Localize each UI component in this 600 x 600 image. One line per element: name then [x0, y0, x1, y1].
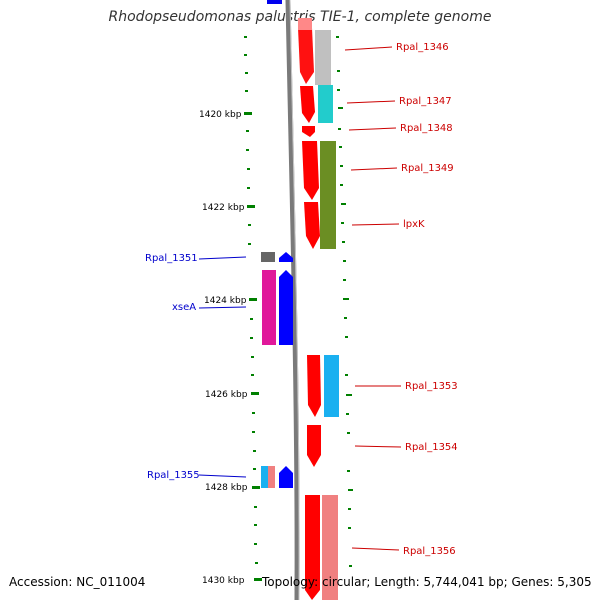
genome-backbone-highlight: [289, 0, 300, 600]
gene-xsea-feature: [262, 270, 276, 345]
tick-label: 1422 kbp: [202, 203, 245, 213]
label-rpal-1356: Rpal_1356: [403, 546, 456, 557]
label-rpal-1354: Rpal_1354: [405, 442, 458, 453]
genome-backbone: [285, 0, 300, 600]
tick-1420: [244, 112, 252, 115]
label-rpal-1347: Rpal_1347: [399, 96, 452, 107]
gene-rpal-1346: [298, 28, 314, 84]
marker-column-left: [244, 36, 258, 564]
accession-text: Accession: NC_011004: [9, 575, 146, 589]
gene-xsea: [279, 270, 293, 345]
tick-1422: [247, 205, 255, 208]
feature-rpal-1347: [318, 85, 333, 123]
gene-rpal-1353: [307, 355, 321, 417]
gene-rpal-1351-feature: [261, 252, 275, 262]
right-gene-labels: Rpal_1346 Rpal_1347 Rpal_1348 Rpal_1349 …: [396, 42, 458, 557]
tick-label: 1428 kbp: [205, 483, 248, 493]
reverse-strand-genes: [261, 252, 293, 488]
gene-lpxk: [304, 202, 320, 249]
label-xsea: xseA: [172, 302, 196, 313]
tick-label: 1424 kbp: [204, 296, 247, 306]
map-title: Rhodopseudomonas palustris TIE-1, comple…: [108, 9, 492, 25]
tick-label: 1426 kbp: [205, 390, 248, 400]
gene-rpal-1356: [305, 495, 320, 600]
tick-label: 1420 kbp: [199, 110, 242, 120]
feature-bars-right: [315, 30, 339, 600]
left-label-leaders: [198, 256, 247, 478]
feature-rpal-1356: [322, 495, 338, 600]
gene-rpal-1354: [307, 425, 321, 467]
genome-stats-text: Topology: circular; Length: 5,744,041 bp…: [262, 575, 592, 589]
right-label-leaders: [344, 46, 402, 551]
label-rpal-1355: Rpal_1355: [147, 470, 200, 481]
tick-label: 1430 kbp: [202, 576, 245, 586]
marker-column-right: [336, 36, 353, 567]
gene-rpal-1355-feature-b: [268, 466, 275, 488]
feature-rpal-1349: [320, 141, 336, 249]
tick-1424: [249, 298, 257, 301]
gene-rpal-1351: [279, 252, 293, 262]
tick-1426: [251, 392, 259, 395]
gene-rpal-1355: [279, 466, 293, 488]
label-rpal-1346: Rpal_1346: [396, 42, 449, 53]
feature-rpal-1346: [315, 30, 331, 85]
left-gene-labels: Rpal_1351 xseA Rpal_1355: [145, 253, 200, 481]
gene-rpal-1349: [302, 141, 319, 200]
tick-1430: [254, 578, 262, 581]
label-rpal-1351: Rpal_1351: [145, 253, 198, 264]
gene-rpal-1348: [302, 126, 315, 137]
label-rpal-1353: Rpal_1353: [405, 381, 458, 392]
gene-rpal-1346-top: [298, 18, 312, 30]
feature-rpal-1353: [324, 355, 339, 417]
kbp-ticks: [244, 112, 262, 581]
label-lpxk: lpxK: [403, 219, 425, 230]
gene-top-fragment: [267, 0, 282, 4]
kbp-tick-labels: 1420 kbp 1422 kbp 1424 kbp 1426 kbp 1428…: [199, 110, 248, 586]
gene-rpal-1355-feature-a: [261, 466, 268, 488]
label-rpal-1348: Rpal_1348: [400, 123, 453, 134]
tick-1428: [252, 486, 260, 489]
label-rpal-1349: Rpal_1349: [401, 163, 454, 174]
gene-rpal-1347: [300, 86, 315, 123]
forward-strand-genes: [298, 18, 321, 600]
